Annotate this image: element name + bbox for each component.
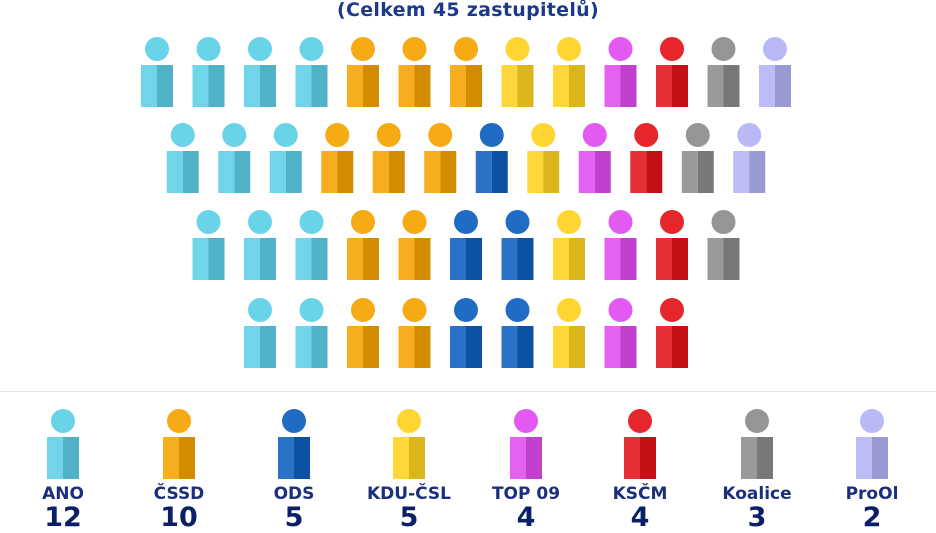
legend-item: ProOl 2 bbox=[812, 408, 932, 533]
legend-item: TOP 09 4 bbox=[466, 408, 586, 533]
legend-person-icon bbox=[741, 409, 773, 479]
legend-seat-count: 4 bbox=[516, 502, 536, 533]
legend-person-icon-shape bbox=[624, 409, 656, 479]
legend-person-icon-shape bbox=[856, 409, 888, 479]
legend-party-name: KDU-ČSL bbox=[366, 484, 451, 504]
legend-item: Koalice 3 bbox=[697, 408, 817, 533]
seat-icon bbox=[553, 37, 585, 107]
legend-seat-count: 12 bbox=[44, 502, 82, 533]
seat-icon bbox=[347, 37, 379, 107]
legend-party-name: ČSSD bbox=[153, 484, 205, 504]
legend-person-icon bbox=[393, 409, 425, 479]
seat-icon bbox=[244, 298, 276, 368]
seat-icon bbox=[604, 37, 637, 107]
seat-icon bbox=[604, 210, 637, 280]
seat-icon bbox=[398, 37, 431, 107]
seat-icon bbox=[321, 123, 354, 193]
legend-item: KDU-ČSL 5 bbox=[349, 408, 469, 533]
legend-person-icon bbox=[624, 409, 656, 479]
seat-icon bbox=[398, 298, 431, 368]
legend-seat-count: 5 bbox=[284, 502, 304, 533]
seat-icon bbox=[578, 123, 611, 193]
seat-icon bbox=[553, 210, 585, 280]
seat-icon bbox=[244, 210, 276, 280]
seat-icon bbox=[759, 37, 791, 107]
legend-item: ANO 12 bbox=[3, 408, 123, 533]
seat-icon bbox=[681, 123, 714, 193]
seat-icon bbox=[656, 37, 688, 107]
legend-party-name: ANO bbox=[42, 484, 84, 504]
seat-icon bbox=[733, 123, 766, 193]
seat-icon bbox=[501, 298, 534, 368]
seat-icon bbox=[656, 298, 688, 368]
seat-icon bbox=[398, 210, 431, 280]
seat-icon bbox=[295, 210, 328, 280]
legend-party-name: KSČM bbox=[612, 484, 668, 504]
legend-party-name: ProOl bbox=[845, 484, 899, 504]
seat-icon bbox=[295, 298, 328, 368]
seat-icon bbox=[527, 123, 560, 193]
legend-party-name: TOP 09 bbox=[491, 484, 561, 504]
seat-icon bbox=[192, 210, 225, 280]
seat-icon bbox=[604, 298, 637, 368]
legend-seat-count: 3 bbox=[747, 502, 767, 533]
legend-person-icon bbox=[278, 409, 310, 479]
legend-person-icon-shape bbox=[510, 409, 542, 479]
seat-chart bbox=[141, 37, 791, 368]
legend-seat-count: 2 bbox=[862, 502, 882, 533]
legend-seat-count: 4 bbox=[630, 502, 650, 533]
legend-person-icon-shape bbox=[741, 409, 773, 479]
seat-icon bbox=[295, 37, 328, 107]
seat-icon bbox=[218, 123, 251, 193]
seat-icon bbox=[269, 123, 302, 193]
seat-icon bbox=[707, 37, 740, 107]
seat-icon bbox=[501, 37, 534, 107]
seat-icon bbox=[450, 298, 482, 368]
seat-icon bbox=[166, 123, 199, 193]
legend-seat-count: 10 bbox=[160, 502, 198, 533]
seat-icon bbox=[553, 298, 585, 368]
seat-icon bbox=[475, 123, 508, 193]
seat-icon bbox=[192, 37, 225, 107]
seat-icon bbox=[141, 37, 173, 107]
legend-item: KSČM 4 bbox=[580, 408, 700, 533]
seat-icon bbox=[424, 123, 457, 193]
legend-person-icon-shape bbox=[393, 409, 425, 479]
seat-icon bbox=[630, 123, 663, 193]
seat-icon bbox=[501, 210, 534, 280]
legend-person-icon bbox=[856, 409, 888, 479]
legend-person-icon-shape bbox=[278, 409, 310, 479]
seat-icon bbox=[656, 210, 688, 280]
legend-person-icon bbox=[47, 409, 79, 479]
seat-icon bbox=[372, 123, 405, 193]
legend-person-icon-shape bbox=[47, 409, 79, 479]
legend-item: ČSSD 10 bbox=[119, 408, 239, 533]
seat-icon bbox=[450, 37, 482, 107]
divider bbox=[0, 391, 936, 392]
legend-person-icon bbox=[163, 409, 195, 479]
legend-item: ODS 5 bbox=[234, 408, 354, 533]
seat-icon bbox=[347, 210, 379, 280]
chart-subtitle: (Celkem 45 zastupitelů) bbox=[336, 0, 599, 21]
seat-icon bbox=[244, 37, 276, 107]
seat-icon bbox=[347, 298, 379, 368]
legend-seat-count: 5 bbox=[399, 502, 419, 533]
seat-icon bbox=[707, 210, 740, 280]
legend-party-name: ODS bbox=[273, 484, 315, 504]
legend-party-name: Koalice bbox=[722, 484, 792, 504]
legend-person-icon-shape bbox=[163, 409, 195, 479]
seat-icon bbox=[450, 210, 482, 280]
legend-person-icon bbox=[510, 409, 542, 479]
